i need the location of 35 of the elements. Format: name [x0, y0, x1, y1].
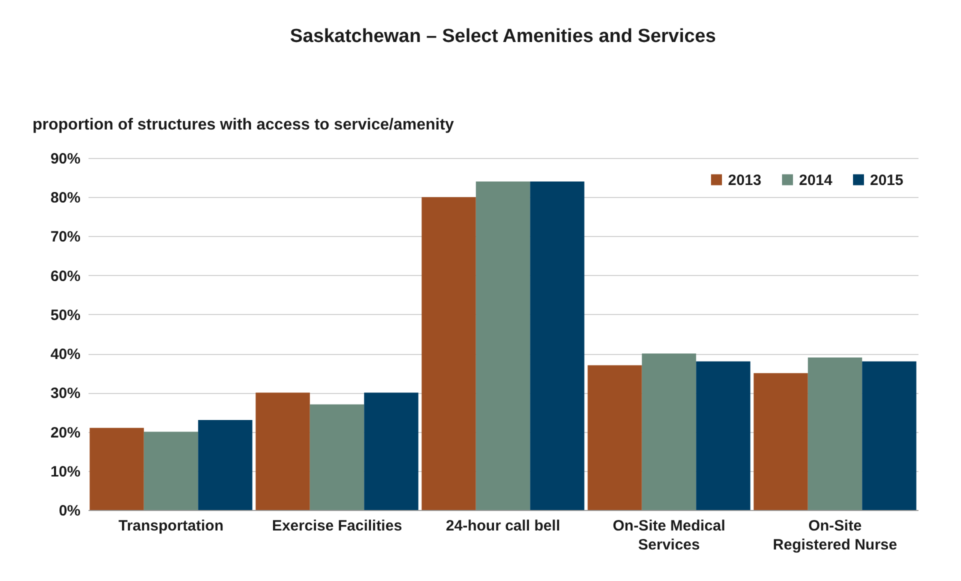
y-tick-label: 40%	[50, 346, 80, 364]
bar	[90, 428, 144, 510]
y-tick-label: 70%	[50, 228, 80, 246]
x-tick-label: 24-hour call bell	[446, 518, 560, 534]
bar	[256, 392, 310, 510]
bar	[144, 432, 198, 510]
y-tick-label: 90%	[50, 150, 80, 168]
bar	[422, 197, 476, 510]
bar	[476, 181, 530, 510]
bar	[808, 357, 862, 510]
y-tick-label: 0%	[58, 502, 80, 520]
y-tick-label: 20%	[50, 424, 80, 442]
bar	[198, 420, 252, 510]
x-tick-label: On-Site Registered Nurse	[772, 518, 898, 554]
bar	[754, 373, 808, 510]
y-tick-label: 30%	[50, 385, 80, 402]
bar	[530, 181, 584, 510]
y-axis-title: proportion of structures with access to service/amenity	[32, 116, 454, 134]
legend-label: 2015	[870, 172, 904, 189]
bar	[364, 392, 418, 510]
x-tick-label: On-Site Medical Services	[612, 518, 726, 554]
legend-label: 2014	[799, 172, 834, 189]
chart-title: Saskatchewan – Select Amenities and Services	[290, 26, 716, 47]
bar	[862, 361, 916, 510]
x-tick-label: Exercise Facilities	[272, 518, 402, 534]
legend-label: 2013	[728, 172, 762, 189]
y-tick-label: 60%	[50, 268, 80, 285]
bar	[310, 404, 364, 510]
y-tick-label: 80%	[50, 190, 80, 207]
x-tick-label: Transportation	[118, 518, 224, 534]
bar	[696, 361, 750, 510]
bar	[588, 365, 642, 510]
bar	[642, 354, 696, 510]
y-tick-label: 10%	[50, 463, 80, 480]
y-tick-label: 50%	[50, 306, 80, 324]
